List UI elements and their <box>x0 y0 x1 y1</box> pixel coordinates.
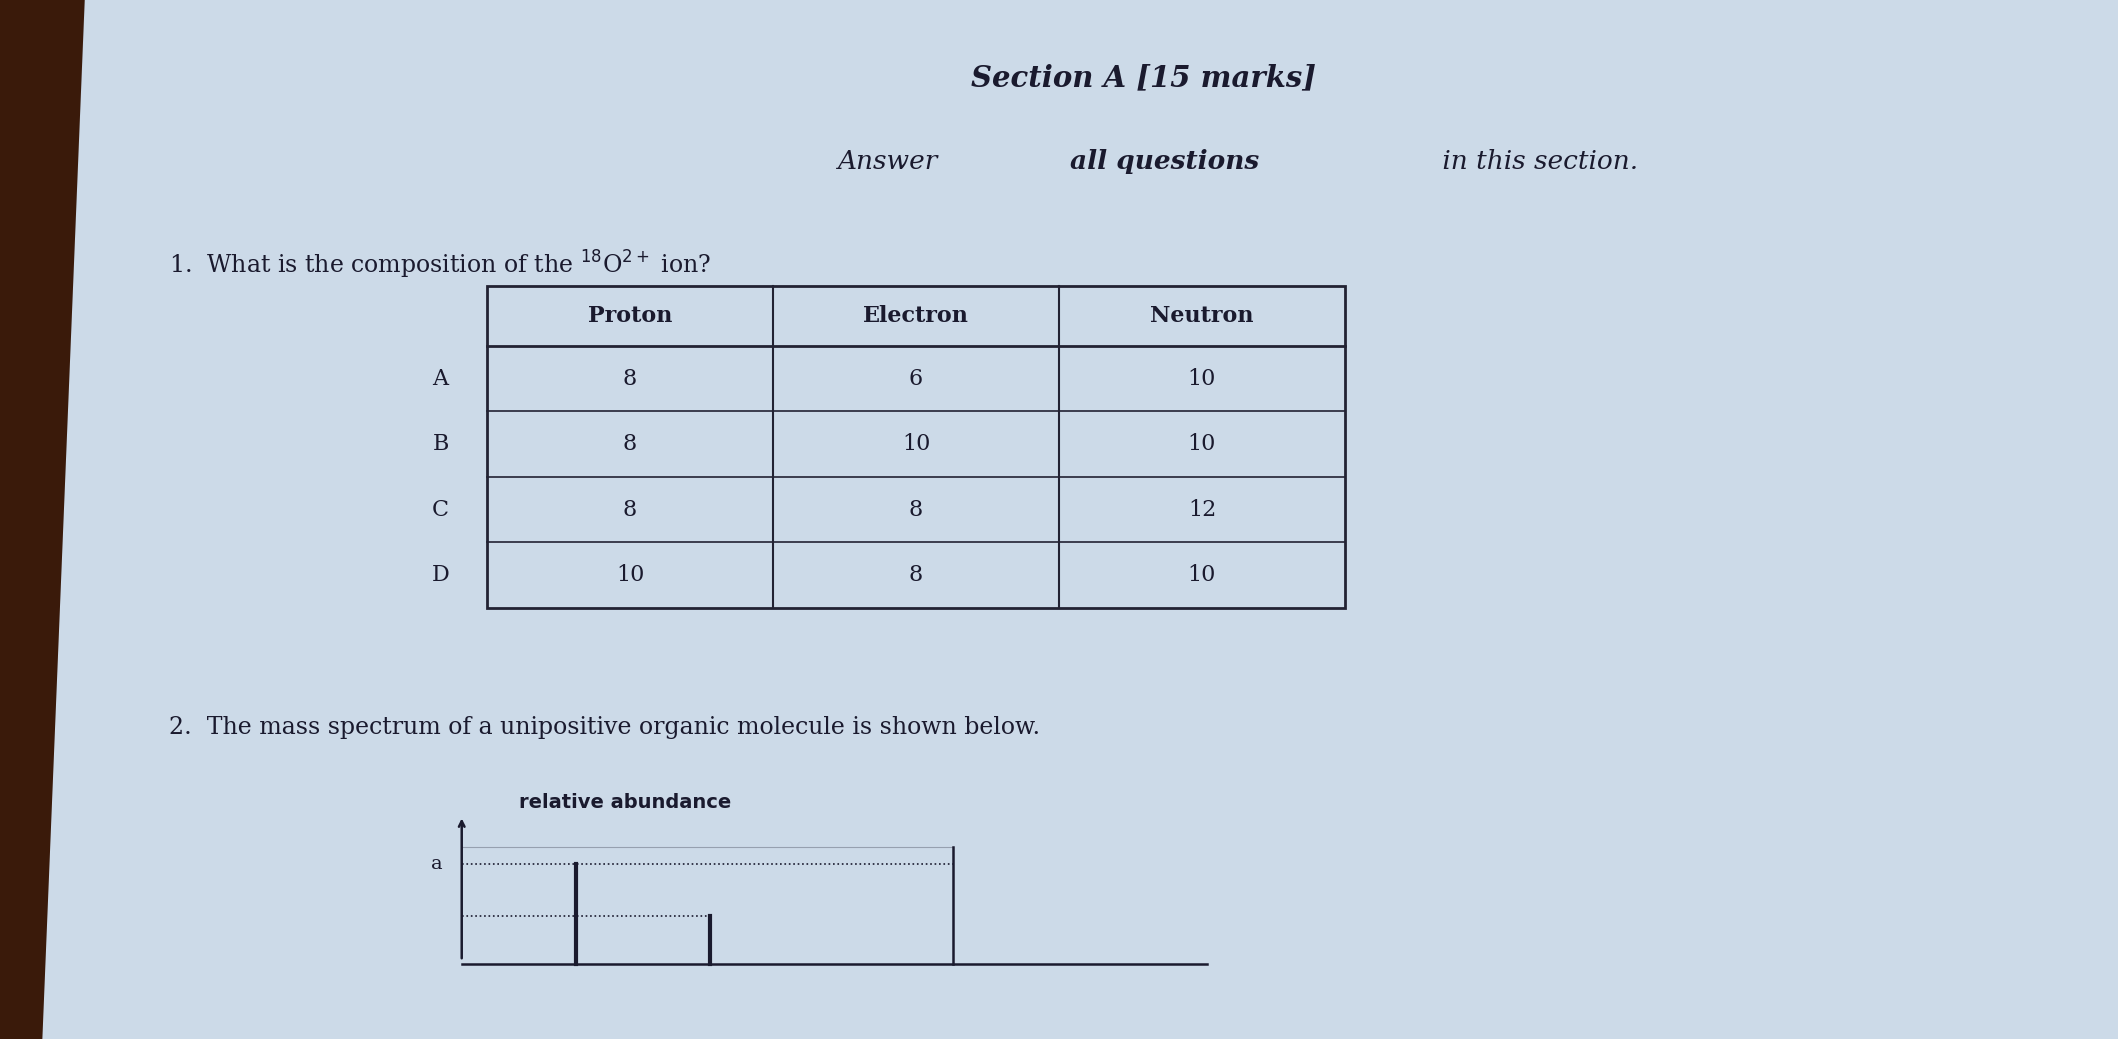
Bar <box>487 286 1345 608</box>
Text: 10: 10 <box>1188 433 1216 455</box>
Polygon shape <box>0 0 85 1039</box>
Text: 8: 8 <box>909 564 923 586</box>
Text: 10: 10 <box>1188 564 1216 586</box>
Text: 2.  The mass spectrum of a unipositive organic molecule is shown below.: 2. The mass spectrum of a unipositive or… <box>169 716 1040 739</box>
Text: Section A [15 marks]: Section A [15 marks] <box>972 63 1315 92</box>
Text: Proton: Proton <box>589 304 671 327</box>
Text: Answer: Answer <box>837 149 945 174</box>
Text: 8: 8 <box>909 499 923 521</box>
Text: 12: 12 <box>1188 499 1216 521</box>
Polygon shape <box>42 0 2118 1039</box>
Text: 10: 10 <box>616 564 644 586</box>
Text: 8: 8 <box>623 433 638 455</box>
Text: 8: 8 <box>623 499 638 521</box>
Text: all questions: all questions <box>1070 149 1258 174</box>
Text: 10: 10 <box>902 433 930 455</box>
Text: B: B <box>432 433 449 455</box>
Text: C: C <box>432 499 449 521</box>
Text: 1.  What is the composition of the $^{18}$O$^{2+}$ ion?: 1. What is the composition of the $^{18}… <box>169 249 712 281</box>
Text: D: D <box>432 564 449 586</box>
Text: Electron: Electron <box>864 304 968 327</box>
Text: Neutron: Neutron <box>1150 304 1254 327</box>
Text: in this section.: in this section. <box>1434 149 1637 174</box>
Text: relative abundance: relative abundance <box>519 793 731 811</box>
Text: a: a <box>432 855 443 874</box>
Text: A: A <box>432 368 449 390</box>
Text: 6: 6 <box>909 368 923 390</box>
Text: 8: 8 <box>623 368 638 390</box>
Text: 10: 10 <box>1188 368 1216 390</box>
